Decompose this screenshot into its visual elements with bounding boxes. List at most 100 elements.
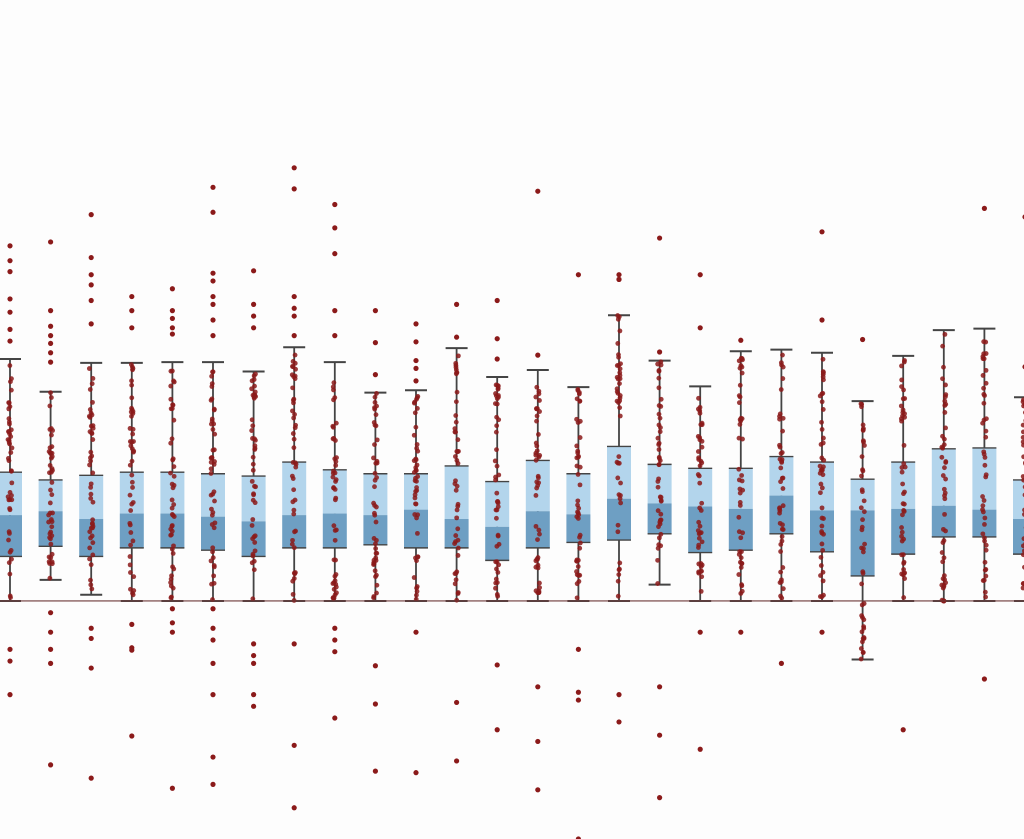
data-point	[1020, 399, 1024, 405]
data-point	[861, 636, 867, 642]
data-point	[495, 570, 501, 575]
data-point	[658, 494, 664, 500]
outlier-point	[7, 243, 13, 249]
outlier-point	[88, 775, 94, 781]
data-point	[371, 595, 376, 601]
outlier-point	[454, 699, 460, 706]
outlier-point	[48, 239, 54, 245]
data-point	[9, 480, 15, 486]
data-point	[253, 437, 258, 443]
data-point	[780, 522, 785, 528]
data-point	[1021, 581, 1024, 586]
data-point	[86, 366, 92, 371]
data-point	[249, 478, 255, 484]
data-point	[413, 555, 418, 561]
data-point	[699, 500, 705, 506]
data-point	[290, 591, 296, 597]
data-point	[860, 427, 866, 433]
data-point	[778, 593, 783, 599]
data-point	[252, 540, 258, 545]
data-point	[171, 464, 177, 469]
data-point	[494, 490, 500, 496]
outlier-point	[332, 251, 338, 257]
outlier-point	[738, 629, 744, 635]
outlier-point	[981, 205, 988, 211]
data-point	[250, 536, 256, 542]
data-point	[697, 410, 703, 416]
outlier-point	[169, 331, 175, 337]
data-point	[899, 538, 905, 544]
data-point	[171, 543, 176, 549]
data-point	[697, 480, 703, 486]
data-point	[131, 448, 137, 454]
data-point	[373, 574, 378, 580]
data-point	[695, 449, 701, 454]
data-point	[695, 472, 701, 477]
data-point	[290, 578, 296, 584]
data-point	[47, 531, 53, 537]
data-point	[334, 455, 339, 461]
data-point	[657, 415, 663, 421]
data-point	[9, 556, 14, 562]
data-point	[737, 503, 743, 508]
data-point	[290, 385, 296, 391]
data-point	[332, 497, 338, 503]
data-point	[780, 503, 786, 509]
data-point	[293, 366, 298, 372]
data-point	[901, 595, 907, 600]
data-point	[6, 537, 11, 543]
data-point	[537, 580, 542, 586]
data-point	[656, 422, 662, 428]
data-point	[980, 503, 986, 509]
data-point	[210, 545, 216, 551]
data-point	[574, 443, 580, 449]
data-point	[331, 485, 336, 490]
data-point	[170, 550, 176, 556]
data-point	[577, 482, 583, 488]
data-point	[901, 501, 907, 507]
data-point	[494, 543, 500, 549]
outlier-point	[251, 268, 257, 274]
outlier-point	[88, 321, 94, 327]
outlier-point	[7, 658, 13, 664]
outlier-point	[88, 297, 94, 304]
data-point	[739, 478, 745, 484]
data-point	[939, 550, 945, 555]
data-point	[942, 511, 947, 517]
data-point	[210, 491, 216, 497]
data-point	[8, 379, 13, 385]
data-point	[169, 573, 174, 579]
data-point	[373, 519, 379, 525]
data-point	[738, 355, 744, 361]
data-point	[128, 530, 134, 535]
data-point	[87, 529, 93, 535]
data-point	[740, 436, 745, 442]
data-point	[616, 572, 622, 578]
data-point	[738, 591, 744, 596]
data-point	[331, 435, 337, 441]
data-point	[861, 546, 866, 551]
data-point	[456, 448, 461, 454]
data-point	[899, 525, 904, 530]
data-point	[454, 507, 460, 513]
data-point	[615, 460, 621, 466]
data-point	[411, 400, 417, 406]
data-point	[941, 486, 947, 492]
data-point	[331, 557, 337, 563]
data-point	[6, 429, 12, 435]
data-point	[169, 436, 175, 442]
outlier-point	[291, 742, 297, 748]
data-point	[860, 649, 866, 655]
data-point	[859, 487, 865, 493]
data-point	[7, 490, 13, 495]
data-point	[1020, 422, 1024, 428]
outlier-point	[210, 270, 216, 276]
data-point	[6, 416, 12, 422]
data-point	[129, 395, 135, 401]
data-point	[697, 523, 703, 529]
data-point	[534, 406, 540, 412]
outlier-point	[7, 296, 13, 302]
data-point	[819, 515, 825, 521]
outlier-point	[332, 225, 338, 231]
data-point	[698, 508, 704, 513]
